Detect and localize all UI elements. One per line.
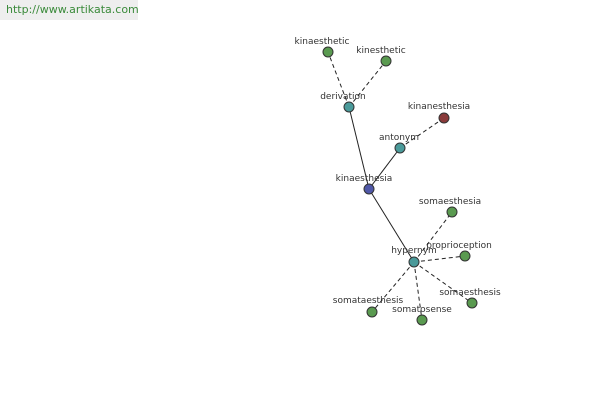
edge-dashed (413, 261, 423, 321)
node-label[interactable]: somataesthesis (333, 296, 404, 306)
node-label[interactable]: kinanesthesia (408, 102, 470, 112)
node-label[interactable]: kinaesthesia (336, 174, 393, 184)
node[interactable] (466, 297, 478, 309)
node[interactable] (438, 112, 450, 124)
node[interactable] (408, 256, 420, 268)
node-label[interactable]: somaesthesia (419, 197, 481, 207)
node-label[interactable]: antonym (379, 133, 419, 143)
edge-dashed (413, 255, 466, 263)
edge (348, 106, 370, 190)
node-label[interactable]: somaesthesis (439, 288, 501, 298)
node[interactable] (459, 250, 471, 262)
edge-dashed (327, 51, 350, 108)
node-label[interactable]: kinesthetic (356, 46, 405, 56)
node-label[interactable]: derivation (320, 92, 366, 102)
node[interactable] (394, 142, 406, 154)
node[interactable] (322, 46, 334, 58)
edge (368, 147, 401, 190)
node[interactable] (366, 306, 378, 318)
edge-dashed (348, 60, 387, 108)
node-label[interactable]: proprioception (426, 241, 492, 251)
edge-dashed (399, 117, 445, 149)
node-label[interactable]: somatosense (392, 305, 452, 315)
node[interactable] (380, 55, 392, 67)
node[interactable] (416, 314, 428, 326)
edge-dashed (413, 211, 453, 263)
node[interactable] (363, 183, 375, 195)
site-url[interactable]: http://www.artikata.com (0, 0, 139, 20)
node[interactable] (446, 206, 458, 218)
node-label[interactable]: kinaesthetic (295, 37, 350, 47)
edge-dashed (371, 261, 415, 313)
edge-dashed (413, 261, 473, 304)
node-label[interactable]: hypernym (391, 246, 437, 256)
edge (368, 188, 415, 263)
node[interactable] (343, 101, 355, 113)
